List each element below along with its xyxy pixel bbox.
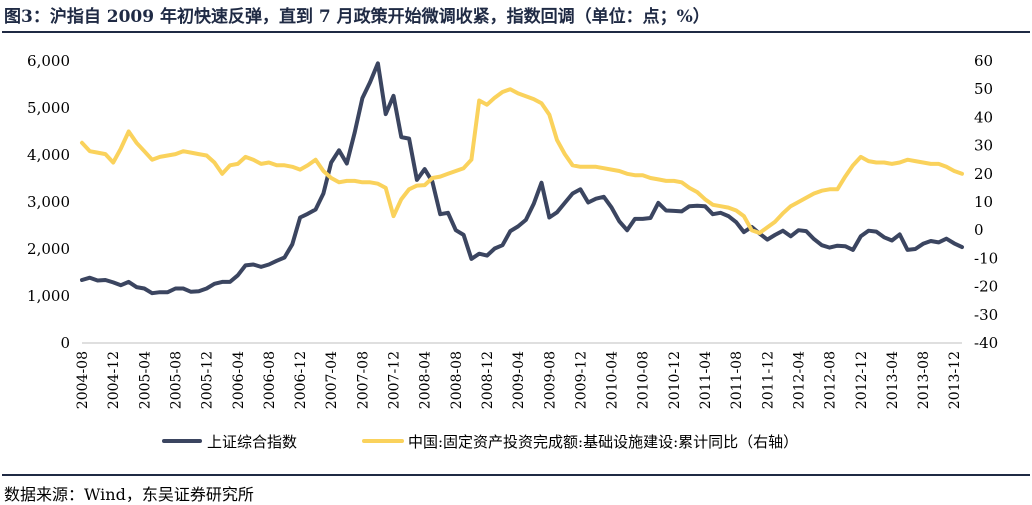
x-tick-label: 2012-12 (854, 351, 870, 409)
x-tick-label: 2005-12 (200, 351, 216, 409)
x-tick-label: 2007-04 (324, 351, 340, 409)
right-tick-label: -20 (974, 278, 998, 296)
x-tick-label: 2005-04 (137, 351, 153, 409)
left-tick-label: 4,000 (27, 146, 70, 164)
left-tick-label: 6,000 (27, 52, 70, 70)
right-tick-label: 60 (974, 52, 993, 70)
x-tick-label: 2009-08 (542, 351, 558, 409)
x-tick-label: 2011-04 (698, 351, 714, 409)
x-tick-label: 2006-08 (262, 351, 278, 409)
x-tick-label: 2008-08 (449, 351, 465, 409)
x-tick-label: 2004-12 (106, 351, 122, 409)
x-tick-label: 2008-04 (418, 351, 434, 409)
x-tick-label: 2013-12 (947, 351, 963, 409)
x-tick-label: 2010-04 (605, 351, 621, 409)
x-tick-label: 2006-12 (293, 351, 309, 409)
source-note: 数据来源：Wind，东吴证券研究所 (4, 485, 254, 504)
right-tick-label: -40 (974, 334, 998, 352)
x-tick-label: 2004-08 (75, 351, 91, 409)
right-tick-label: -30 (974, 306, 998, 324)
legend: 上证综合指数 中国:固定资产投资完成额:基础设施建设:累计同比（右轴） (162, 433, 798, 451)
x-tick-label: 2007-12 (387, 351, 403, 409)
left-tick-label: 5,000 (27, 99, 70, 117)
left-tick-label: 3,000 (27, 193, 70, 211)
x-tick-label: 2013-08 (916, 351, 932, 409)
x-tick-label: 2006-04 (231, 351, 247, 409)
line-chart: 0 1,000 2,000 3,000 4,000 5,000 6,000 -40 -30 -20… (27, 52, 998, 451)
plot-area (80, 61, 964, 296)
x-tick-label: 2011-12 (760, 351, 776, 409)
x-tick-label: 2008-12 (480, 351, 496, 409)
legend-label: 中国:固定资产投资完成额:基础设施建设:累计同比（右轴） (408, 433, 798, 451)
x-tick-label: 2012-04 (791, 351, 807, 409)
x-tick-label: 2012-08 (823, 351, 839, 409)
x-tick-label: 2010-08 (636, 351, 652, 409)
source-rule (2, 474, 1030, 476)
series-line-shanghai-index (80, 61, 964, 296)
legend-label: 上证综合指数 (207, 433, 297, 451)
right-tick-label: 20 (974, 165, 993, 183)
right-tick-label: -10 (974, 249, 998, 267)
series-line-infrastructure-yoy (80, 87, 964, 235)
x-tick-label: 2007-08 (355, 351, 371, 409)
right-tick-label: 40 (974, 108, 993, 126)
right-tick-label: 10 (974, 193, 993, 211)
chart-title: 图3：沪指自 2009 年初快速反弹，直到 7 月政策开始微调收紧，指数回调（单… (4, 7, 710, 27)
right-tick-label: 30 (974, 137, 993, 155)
axes: 0 1,000 2,000 3,000 4,000 5,000 6,000 -40 -30 -20… (27, 52, 998, 409)
left-tick-label: 0 (60, 334, 70, 352)
x-tick-label: 2005-08 (168, 351, 184, 409)
x-tick-label: 2013-04 (885, 351, 901, 409)
left-tick-label: 2,000 (27, 240, 70, 258)
x-tick-label: 2009-04 (511, 351, 527, 409)
title-rule (2, 31, 1030, 33)
x-tick-label: 2010-12 (667, 351, 683, 409)
left-tick-label: 1,000 (27, 287, 70, 305)
right-tick-label: 0 (974, 221, 984, 239)
x-tick-label: 2009-12 (573, 351, 589, 409)
x-tick-label: 2011-08 (729, 351, 745, 409)
right-tick-label: 50 (974, 80, 993, 98)
